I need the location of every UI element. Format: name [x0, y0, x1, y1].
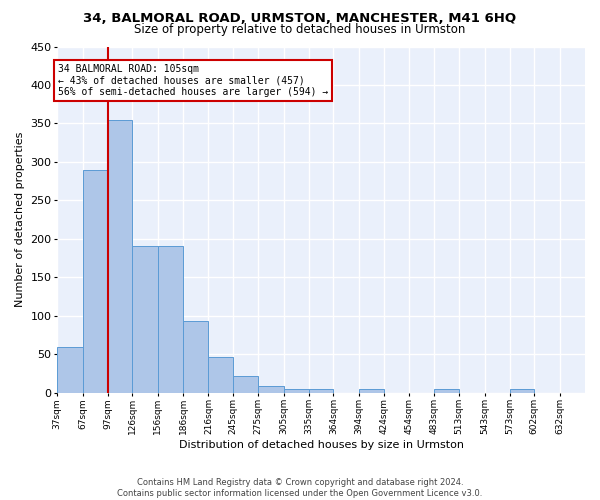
Bar — [57, 347, 83, 393]
Bar — [233, 376, 258, 392]
X-axis label: Distribution of detached houses by size in Urmston: Distribution of detached houses by size … — [179, 440, 464, 450]
Text: 34, BALMORAL ROAD, URMSTON, MANCHESTER, M41 6HQ: 34, BALMORAL ROAD, URMSTON, MANCHESTER, … — [83, 12, 517, 26]
Text: Contains HM Land Registry data © Crown copyright and database right 2024.
Contai: Contains HM Land Registry data © Crown c… — [118, 478, 482, 498]
Bar — [108, 120, 133, 392]
Bar — [133, 246, 158, 392]
Bar — [258, 386, 284, 392]
Bar — [208, 357, 233, 392]
Bar — [83, 170, 108, 392]
Bar — [510, 390, 535, 392]
Text: Size of property relative to detached houses in Urmston: Size of property relative to detached ho… — [134, 22, 466, 36]
Y-axis label: Number of detached properties: Number of detached properties — [15, 132, 25, 307]
Bar — [359, 390, 384, 392]
Bar — [309, 388, 334, 392]
Text: 34 BALMORAL ROAD: 105sqm
← 43% of detached houses are smaller (457)
56% of semi-: 34 BALMORAL ROAD: 105sqm ← 43% of detach… — [58, 64, 328, 98]
Bar — [284, 388, 309, 392]
Bar — [158, 246, 183, 392]
Bar — [434, 390, 459, 392]
Bar — [183, 321, 208, 392]
